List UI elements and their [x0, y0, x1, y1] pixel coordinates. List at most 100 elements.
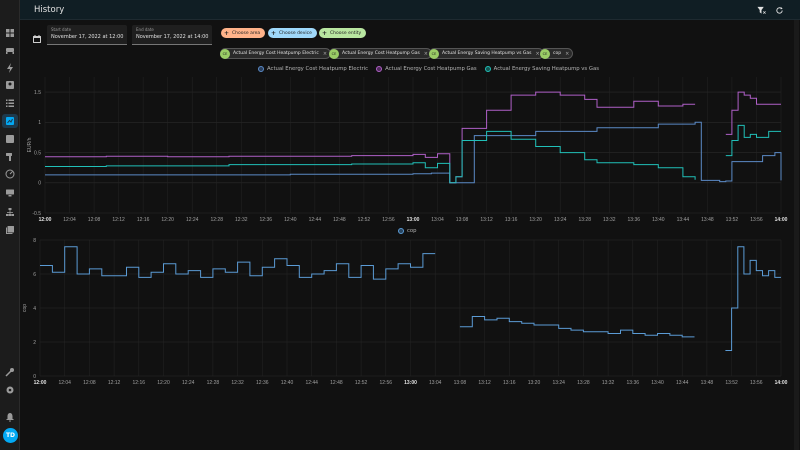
sidebar-item-tools[interactable]: [4, 366, 16, 378]
start-date-value: November 17, 2022 at 12:00: [51, 34, 124, 40]
close-icon[interactable]: ×: [322, 50, 328, 57]
scrollbar[interactable]: [794, 20, 799, 450]
entity-chip-label: Actual Energy Cost Heatpump Gas: [342, 51, 420, 56]
y-tick-label: -0.5: [32, 211, 41, 217]
x-tick-label: 13:40: [652, 217, 665, 223]
y-tick-label: 4: [33, 306, 36, 312]
lightning-icon: [7, 63, 13, 73]
x-tick-label: 13:12: [478, 380, 491, 386]
choose-entity-label: Choose entity: [330, 30, 362, 36]
chart2-legend: cop: [398, 228, 417, 234]
entity-chip[interactable]: CE cop ×: [540, 48, 574, 59]
close-icon[interactable]: ×: [423, 50, 428, 57]
x-tick-label: 13:40: [651, 380, 664, 386]
legend-swatch[interactable]: [484, 66, 491, 72]
sidebar-item-person[interactable]: [4, 79, 16, 91]
legend-label[interactable]: Actual Energy Cost Heatpump Electric: [267, 66, 369, 72]
sidebar-item-bus[interactable]: [4, 44, 16, 56]
sidebar-item-developer[interactable]: [4, 151, 16, 163]
sidebar-item-backups[interactable]: [4, 224, 16, 236]
end-date-picker[interactable]: End date November 17, 2022 at 14:00: [132, 25, 212, 45]
legend-label[interactable]: Actual Energy Saving Heatpump vs Gas: [493, 66, 599, 72]
y-tick-label: 0: [33, 374, 36, 380]
close-icon[interactable]: ×: [565, 50, 570, 57]
legend-swatch[interactable]: [398, 228, 404, 234]
sidebar-item-media[interactable]: [4, 133, 16, 145]
x-tick-label: 12:20: [157, 380, 170, 386]
refresh-icon: [775, 6, 783, 14]
x-tick-label: 13:16: [503, 380, 516, 386]
x-tick-label: 13:28: [578, 217, 591, 223]
sidebar-item-notifications[interactable]: [4, 411, 16, 423]
x-tick-label: 13:00: [404, 380, 417, 386]
x-tick-label: 12:24: [182, 380, 195, 386]
plus-icon: +: [271, 29, 277, 37]
sidebar-item-settings[interactable]: [4, 384, 16, 396]
choose-device-label: Choose device: [279, 30, 312, 36]
hammer-icon: [6, 153, 12, 161]
x-tick-label: 12:00: [34, 380, 47, 386]
x-tick-label: 12:16: [133, 380, 146, 386]
sidebar-item-logbook[interactable]: [4, 97, 16, 109]
legend-swatch[interactable]: [376, 66, 383, 72]
x-tick-label: 12:56: [382, 217, 395, 223]
user-avatar[interactable]: TD: [3, 428, 18, 443]
x-tick-label: 13:08: [454, 380, 467, 386]
gear-icon: [6, 386, 14, 394]
x-tick-label: 13:00: [407, 217, 420, 223]
entity-chip-label: cop: [553, 51, 562, 56]
x-tick-label: 13:28: [577, 380, 590, 386]
sofa-icon: [6, 48, 14, 54]
sidebar-item-devices[interactable]: [4, 187, 16, 199]
filter-remove-icon: [756, 6, 766, 14]
clear-filter-button[interactable]: [755, 4, 767, 16]
x-tick-label: 13:08: [456, 217, 469, 223]
x-tick-label: 12:52: [358, 217, 371, 223]
choose-entity-button[interactable]: + Choose entity: [319, 28, 367, 38]
legend-label[interactable]: cop: [407, 228, 417, 234]
x-tick-label: 12:52: [355, 380, 368, 386]
series-line-0-0: [45, 121, 782, 184]
y-axis-label: cop: [22, 304, 28, 312]
x-tick-label: 13:52: [726, 217, 739, 223]
end-date-label: End date: [136, 27, 154, 32]
x-tick-label: 13:36: [628, 217, 641, 223]
x-tick-label: 12:44: [305, 380, 318, 386]
x-tick-label: 12:48: [330, 380, 343, 386]
bell-icon: [6, 413, 14, 422]
x-tick-label: 13:04: [431, 217, 444, 223]
close-icon[interactable]: ×: [535, 50, 540, 57]
chart1-legend: Actual Energy Cost Heatpump Electric Act…: [258, 66, 599, 72]
x-tick-label: 13:44: [676, 380, 689, 386]
choose-device-button[interactable]: + Choose device: [268, 28, 317, 38]
sidebar-item-network[interactable]: [4, 206, 16, 218]
start-date-picker[interactable]: Start date November 17, 2022 at 12:00: [47, 25, 127, 45]
choose-area-button[interactable]: + Choose area: [221, 28, 266, 38]
calendar-icon: [32, 29, 42, 43]
x-tick-label: 14:00: [775, 380, 788, 386]
account-box-icon: [6, 81, 14, 89]
sidebar-item-gauge[interactable]: [4, 168, 16, 180]
sidebar: TD: [0, 0, 20, 450]
chart-box-icon: [6, 117, 14, 125]
monitor-icon: [6, 189, 14, 197]
entity-chip-label: Actual Energy Saving Heatpump vs Gas: [442, 51, 532, 56]
legend-swatch[interactable]: [258, 66, 264, 72]
sidebar-item-history[interactable]: [4, 115, 16, 127]
refresh-button[interactable]: [773, 4, 785, 16]
series-line-0-2: [45, 124, 781, 184]
sidebar-item-overview[interactable]: [4, 27, 16, 39]
sidebar-item-energy[interactable]: [4, 62, 16, 74]
entity-icon: CE: [220, 48, 230, 59]
y-tick-label: 8: [33, 238, 36, 244]
x-tick-label: 13:36: [627, 380, 640, 386]
x-tick-label: 12:40: [281, 380, 294, 386]
choose-area-label: Choose area: [232, 30, 261, 36]
legend-label[interactable]: Actual Energy Cost Heatpump Gas: [385, 66, 477, 72]
y-tick-label: 1: [38, 120, 41, 126]
x-tick-label: 13:24: [554, 217, 567, 223]
x-tick-label: 12:36: [256, 380, 269, 386]
x-tick-label: 12:56: [380, 380, 393, 386]
y-tick-label: 0: [38, 181, 41, 187]
